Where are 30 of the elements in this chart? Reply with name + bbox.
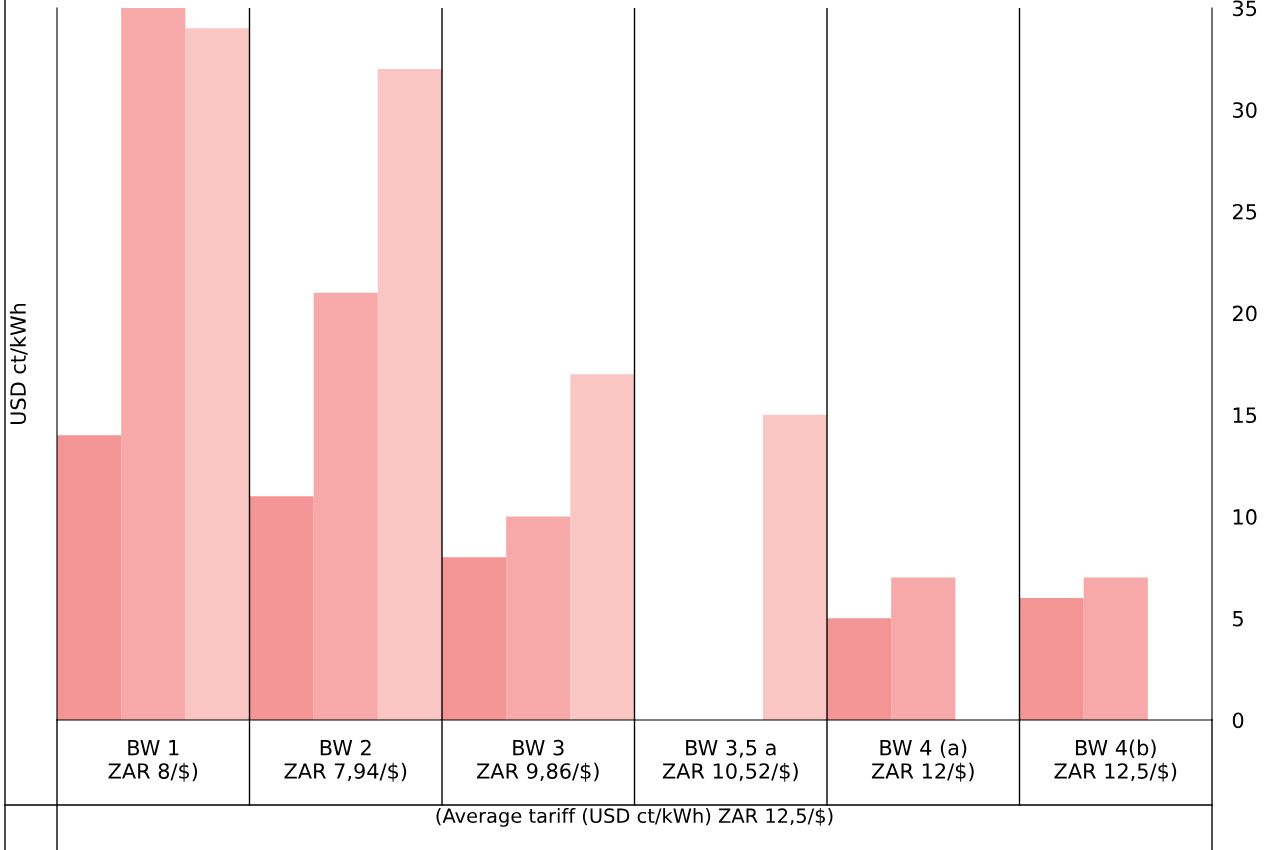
y-tick-label: 10 bbox=[1233, 509, 1257, 525]
bar bbox=[313, 292, 378, 720]
x-tick-label: BW 2 ZAR 7,94/$) bbox=[284, 739, 407, 782]
bar bbox=[121, 8, 186, 720]
y-tick-label: 20 bbox=[1232, 305, 1257, 322]
x-tick-label: BW 1 ZAR 8/$) bbox=[108, 740, 198, 782]
y-tick-label: 0 bbox=[1232, 712, 1244, 729]
x-tick-label: BW 3 ZAR 9,86/$) bbox=[476, 739, 599, 782]
bar bbox=[185, 28, 250, 720]
bar bbox=[762, 414, 827, 720]
bar bbox=[1019, 597, 1084, 720]
x-axis-title: (Average tariff (USD ct/kWh) ZAR 12,5/$) bbox=[436, 808, 833, 827]
x-tick-label: BW 3,5 a ZAR 10,52/$) bbox=[662, 739, 798, 782]
bar bbox=[57, 435, 122, 720]
x-tick-label: BW 4(b) ZAR 12,5/$) bbox=[1054, 739, 1177, 782]
y-tick-label: 25 bbox=[1232, 203, 1257, 220]
y-tick-label: 35 bbox=[1233, 0, 1257, 17]
bar bbox=[570, 374, 635, 720]
x-tick-label: BW 4 (a) ZAR 12/$) bbox=[871, 739, 974, 782]
bar bbox=[506, 516, 571, 720]
bar bbox=[827, 618, 892, 720]
bar bbox=[442, 557, 507, 720]
y-tick-label: 15 bbox=[1233, 407, 1257, 424]
bar bbox=[377, 69, 442, 720]
y-tick-label: 30 bbox=[1233, 102, 1257, 118]
bar bbox=[891, 577, 956, 720]
y-axis-title: USD ct/kWh bbox=[9, 303, 28, 425]
bar bbox=[1083, 577, 1148, 720]
y-tick-label: 5 bbox=[1233, 611, 1243, 627]
bar bbox=[249, 496, 314, 720]
